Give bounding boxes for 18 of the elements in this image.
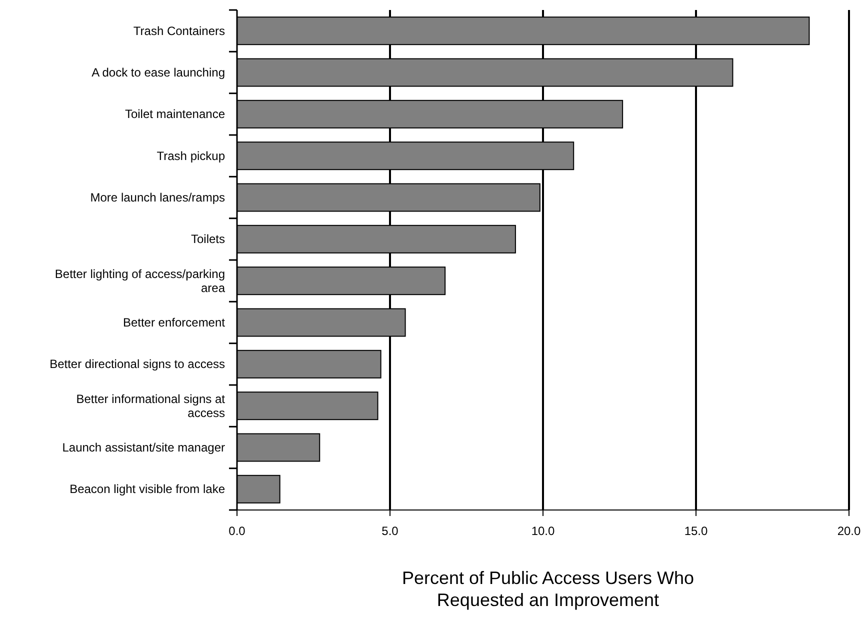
y-tick-label: Better lighting of access/parking area <box>54 266 226 295</box>
x-tick-label: 0.0 <box>228 524 246 538</box>
y-tick-label: Trash pickup <box>156 148 226 163</box>
y-tick-label: Better informational signs at access <box>76 392 226 420</box>
y-tick-label: Trash Containers <box>133 24 225 38</box>
x-tick-label: 5.0 <box>382 524 399 538</box>
x-axis-title: Percent of Public Access Users Who Requested an Improvement <box>402 568 694 610</box>
y-tick-label: Beacon light visible from lake <box>70 482 226 496</box>
x-tick-label: 10.0 <box>531 524 555 538</box>
y-tick-label: More launch lanes/ramps <box>90 190 225 204</box>
y-tick-label: Launch assistant/site manager <box>62 440 225 454</box>
y-tick-label: Toilet maintenance <box>124 107 226 122</box>
x-tick-label: 20.0 <box>837 524 861 538</box>
y-tick-label: Toilets <box>190 232 225 246</box>
x-tick-label: 15.0 <box>684 524 708 538</box>
y-tick-label: Better enforcement <box>122 316 226 330</box>
y-tick-label: A dock to ease launching <box>92 66 225 80</box>
y-tick-label: Better directional signs to access <box>50 357 225 372</box>
